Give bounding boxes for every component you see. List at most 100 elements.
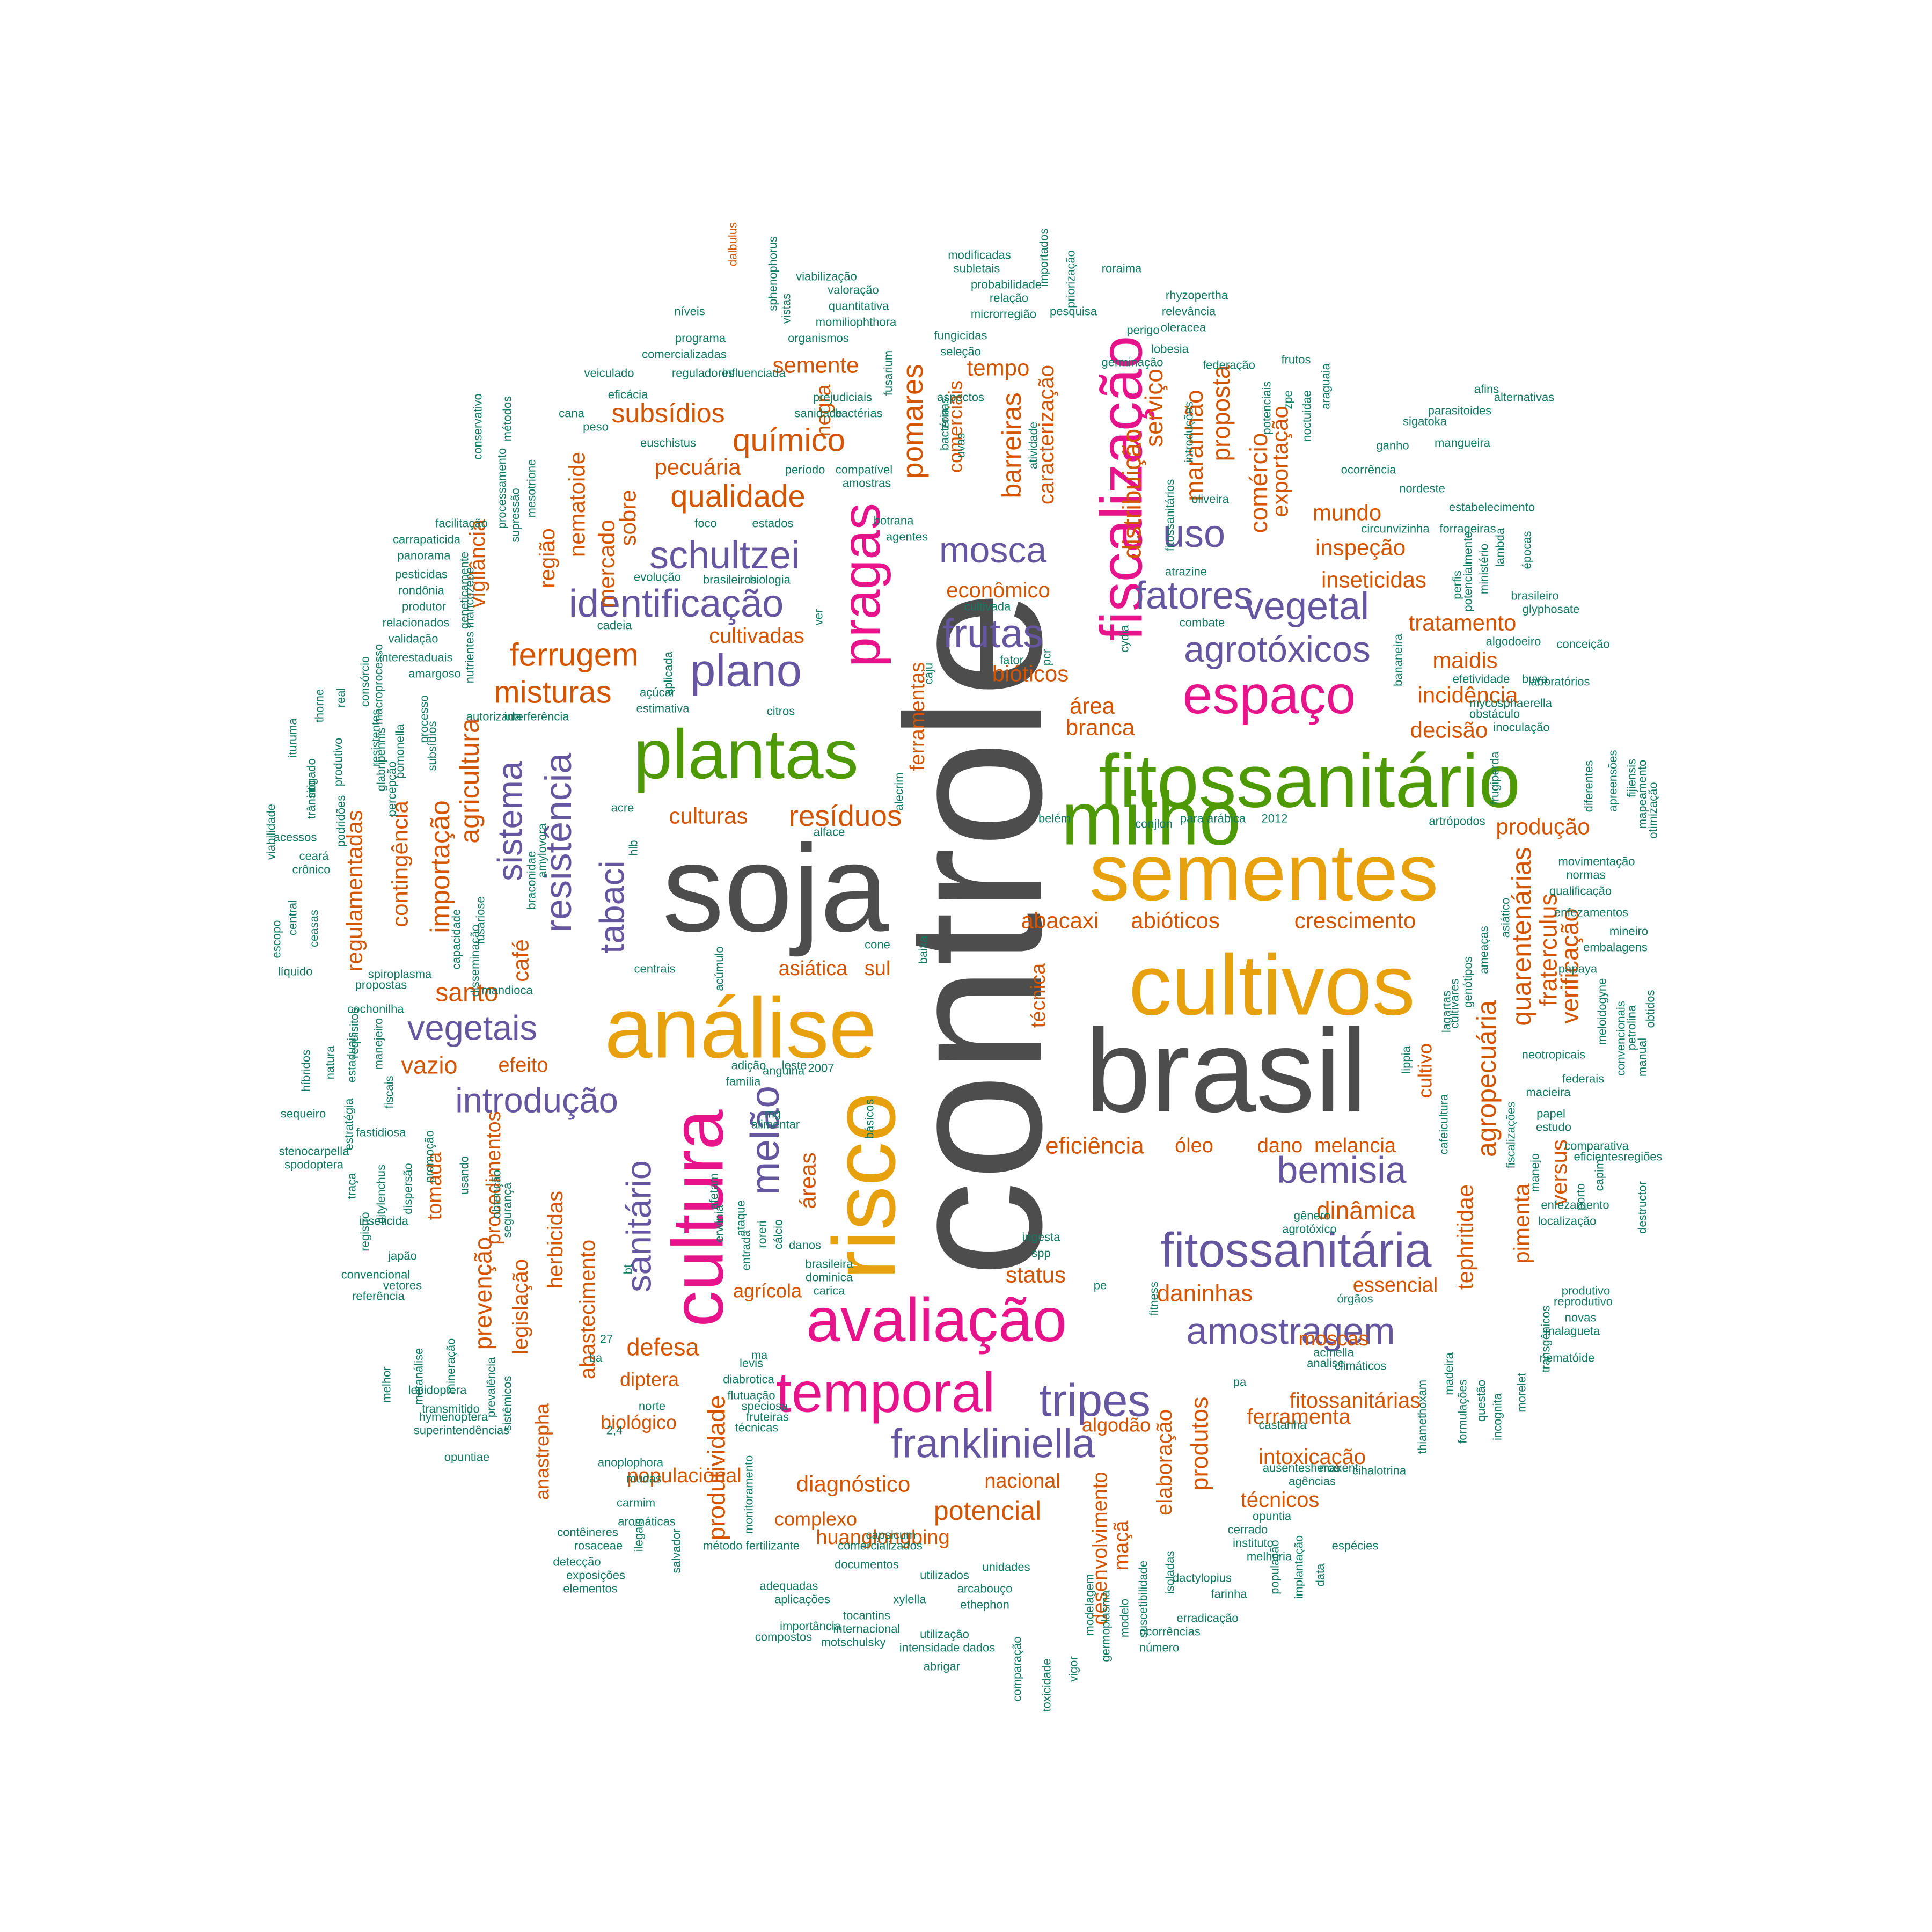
word-apreensoes: apreensões bbox=[1606, 750, 1620, 812]
word-fraterculus: fraterculus bbox=[1535, 894, 1562, 1006]
word-noctuidae: noctuidae bbox=[1300, 390, 1314, 441]
word-acucar: açúcar bbox=[640, 686, 675, 699]
word-abioticos: abióticos bbox=[1131, 908, 1220, 933]
word-produtor: produtor bbox=[402, 600, 446, 613]
word-maidis: maidis bbox=[1432, 648, 1497, 673]
word-entrada: entrada bbox=[740, 1230, 753, 1270]
word-unidades: unidades bbox=[982, 1561, 1030, 1574]
word-asiatico: asiático bbox=[1499, 898, 1512, 938]
word-castanha: castanha bbox=[1258, 1418, 1307, 1432]
word-braconidae: braconidae bbox=[525, 851, 538, 910]
word-liquido: líquido bbox=[278, 965, 313, 978]
word-brasil: brasil bbox=[1085, 1005, 1367, 1137]
word-ausentesheros: ausentesheros bbox=[1263, 1461, 1340, 1475]
word-lippia: lippia bbox=[1400, 1046, 1413, 1074]
word-madeira: madeira bbox=[1443, 1352, 1456, 1395]
word-especies: espécies bbox=[1332, 1539, 1379, 1553]
word-qualificacao: qualificação bbox=[1549, 884, 1612, 898]
word-rosaceae: rosaceae bbox=[574, 1539, 623, 1553]
word-facilitacao: facilitação bbox=[435, 517, 488, 530]
word-erradicacao: erradicação bbox=[1177, 1612, 1239, 1625]
word-spodoptera: spodoptera bbox=[284, 1158, 344, 1172]
word-foco: foco bbox=[694, 517, 717, 530]
word-carrapaticida: carrapaticida bbox=[393, 533, 461, 546]
word-qualidade: qualidade bbox=[670, 479, 806, 514]
word-produtos: produtos bbox=[1186, 1396, 1213, 1490]
word-brasileira: brasileira bbox=[805, 1257, 853, 1271]
word-irrigado: irrigado bbox=[305, 758, 318, 797]
word-fiscais: fiscais bbox=[383, 1075, 396, 1108]
word-familia: família bbox=[726, 1075, 762, 1088]
word-cafe: café bbox=[508, 939, 533, 982]
word-cana: cana bbox=[559, 407, 584, 420]
word-farinha: farinha bbox=[1211, 1587, 1247, 1601]
word-glabripennis: glabripennis bbox=[375, 728, 388, 792]
word-usando: usando bbox=[458, 1156, 471, 1195]
word-promocao: promoção bbox=[423, 1130, 436, 1183]
word-vigilancia: vigilância bbox=[466, 519, 489, 608]
word-estimativa: estimativa bbox=[636, 702, 690, 715]
word-manual: manual bbox=[1636, 1038, 1649, 1077]
word-dominica: dominica bbox=[806, 1271, 853, 1284]
word-ferrugem: ferrugem bbox=[510, 637, 639, 673]
word-cultivo: cultivo bbox=[1414, 1043, 1436, 1098]
word-elementos: elementos bbox=[563, 1582, 618, 1596]
word-periodo: período bbox=[785, 463, 825, 477]
word-agencias: agências bbox=[1289, 1475, 1336, 1488]
word-relevancia: relevância bbox=[1162, 305, 1216, 318]
word-semente: semente bbox=[772, 353, 859, 378]
word-introducoes: introduções bbox=[1182, 401, 1196, 463]
word-dalbulus: dalbulus bbox=[726, 222, 740, 266]
word-status: status bbox=[1006, 1262, 1066, 1287]
word-ocorrencia: ocorrência bbox=[1341, 463, 1396, 477]
word-2-4: 2,4 bbox=[606, 1424, 623, 1437]
word-agricultura: agricultura bbox=[455, 718, 485, 844]
word-ver: ver bbox=[812, 609, 825, 626]
word-metodo-fertilizante: método fertilizante bbox=[703, 1539, 800, 1553]
word-questao: questão bbox=[1475, 1380, 1488, 1422]
word-motschulsky: motschulsky bbox=[821, 1636, 885, 1649]
word-embalagens: embalagens bbox=[1583, 941, 1648, 954]
word-forrageiras: forrageiras bbox=[1439, 522, 1496, 536]
word-sanitario: sanitário bbox=[619, 1160, 658, 1292]
word-zonas: zonas bbox=[938, 398, 952, 429]
word-cadeia: cadeia bbox=[597, 619, 633, 632]
word-organismos: organismos bbox=[788, 332, 849, 345]
word-fitossanitario: fitossanitário bbox=[1099, 739, 1520, 823]
word-selecao: seleção bbox=[940, 345, 981, 358]
word-importados: importados bbox=[1037, 229, 1051, 287]
word-pesticidas: pesticidas bbox=[395, 568, 448, 581]
word-botrana: botrana bbox=[874, 514, 914, 528]
word-mesotrione: mesotrione bbox=[525, 459, 538, 518]
word-araguaia: araguaia bbox=[1319, 363, 1333, 409]
word-abastecimento: abastecimento bbox=[576, 1240, 599, 1379]
word-aplicada: aplicada bbox=[662, 651, 675, 696]
word-bananeira: bananeira bbox=[1392, 633, 1405, 686]
word-comerciais: comerciais bbox=[945, 380, 967, 473]
word-arcabouco: arcabouço bbox=[957, 1582, 1013, 1596]
word-maca: maçã bbox=[1110, 1520, 1133, 1571]
word-capim: capim bbox=[1593, 1160, 1606, 1191]
word-inseticidas: inseticidas bbox=[1321, 567, 1426, 592]
word-transmitido: transmitido bbox=[422, 1402, 480, 1416]
word-modificadas: modificadas bbox=[948, 248, 1011, 262]
word-quimico: químico bbox=[733, 422, 845, 458]
word-27: 27 bbox=[600, 1333, 613, 1346]
word-ditylenchus: ditylenchus bbox=[375, 1165, 388, 1224]
word-ferramentas: ferramentas bbox=[906, 662, 929, 771]
word-pomonella: pomonella bbox=[393, 723, 407, 778]
word-populacao: população bbox=[1268, 1540, 1282, 1594]
word-glyphosate: glyphosate bbox=[1523, 603, 1579, 616]
word-validacao: validação bbox=[389, 632, 438, 646]
word-formulacoes: formulações bbox=[1456, 1379, 1469, 1444]
word-localizacao: localização bbox=[1538, 1214, 1597, 1228]
word-brasileiros: brasileiros bbox=[703, 573, 757, 587]
word-evolucao: evolução bbox=[634, 570, 681, 584]
word-area: área bbox=[1070, 693, 1115, 719]
word-programa: programa bbox=[675, 332, 726, 345]
word-belem: belém bbox=[1038, 812, 1071, 825]
word-geneticamente: geneticamente bbox=[458, 552, 471, 629]
word-subsidios: subsídios bbox=[426, 721, 439, 771]
word-melhor: melhor bbox=[380, 1366, 393, 1402]
